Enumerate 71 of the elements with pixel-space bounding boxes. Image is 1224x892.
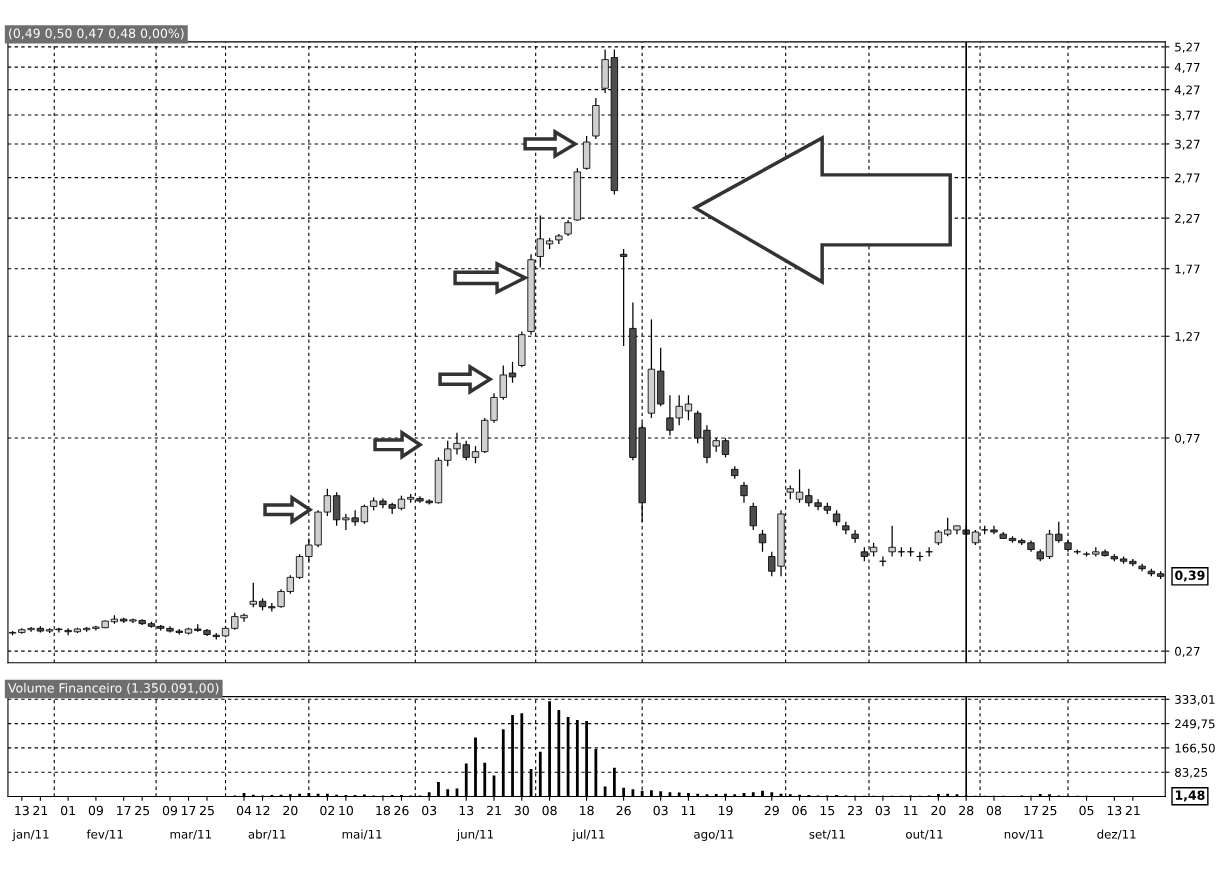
x-tick-label: 13 bbox=[1107, 805, 1122, 816]
text: 1,48 bbox=[1175, 790, 1205, 802]
y-tick-label: 0,27 bbox=[1175, 646, 1200, 657]
x-tick-label: 13 bbox=[459, 805, 474, 816]
x-tick-label: 09 bbox=[162, 805, 178, 816]
x-tick-label: 20 bbox=[283, 805, 298, 816]
x-tick-label: 03 bbox=[653, 805, 668, 816]
y-tick-label: 2,77 bbox=[1175, 173, 1200, 184]
x-tick-label: 10 bbox=[339, 805, 354, 816]
x-tick-label: 18 bbox=[376, 805, 391, 816]
x-tick-label: 25 bbox=[135, 805, 150, 816]
x-tick-label: 17 bbox=[1024, 805, 1038, 816]
x-tick-label: 20 bbox=[931, 805, 946, 816]
x-tick-label: 06 bbox=[792, 805, 807, 816]
x-tick-label: 18 bbox=[580, 805, 594, 816]
x-tick-label: 13 bbox=[15, 805, 29, 816]
text: set/11 bbox=[809, 829, 845, 840]
text: ago/11 bbox=[694, 829, 734, 841]
text: abr/11 bbox=[248, 829, 286, 840]
x-tick-label: 26 bbox=[394, 805, 409, 816]
x-tick-label: 12 bbox=[255, 805, 270, 816]
y-tick-label: 2,27 bbox=[1175, 213, 1200, 225]
x-tick-label: 02 bbox=[320, 805, 335, 816]
x-tick-label: 11 bbox=[681, 805, 696, 816]
x-tick-label: 09 bbox=[88, 805, 103, 816]
x-tick-label: 21 bbox=[33, 805, 48, 816]
x-tick-label: 03 bbox=[875, 805, 890, 816]
chart-title: Volume Financeiro (1.350.091,00) bbox=[8, 682, 219, 695]
x-tick-label: 29 bbox=[764, 805, 779, 816]
x-tick-label: 11 bbox=[904, 805, 918, 816]
text: jul/11 bbox=[572, 829, 605, 841]
x-tick-label: 08 bbox=[542, 805, 557, 816]
y-tick-label: 333,01 bbox=[1175, 695, 1215, 706]
y-tick-label: 83,25 bbox=[1175, 767, 1208, 779]
x-tick-label: 28 bbox=[959, 805, 974, 816]
y-tick-label: 3,27 bbox=[1175, 139, 1200, 150]
y-tick-label: 1,77 bbox=[1175, 264, 1200, 275]
y-tick-label: 4,77 bbox=[1174, 63, 1200, 74]
y-tick-label: 3,77 bbox=[1175, 110, 1200, 121]
y-tick-label: 4,27 bbox=[1174, 85, 1200, 96]
text: mar/11 bbox=[170, 829, 212, 840]
x-tick-label: 23 bbox=[848, 805, 863, 816]
x-tick-label: 04 bbox=[236, 805, 252, 816]
y-tick-label: 0,77 bbox=[1175, 433, 1200, 444]
x-tick-label: 05 bbox=[1079, 805, 1094, 816]
x-tick-label: 17 bbox=[181, 805, 196, 816]
text: dez/11 bbox=[1097, 829, 1136, 840]
text: out/11 bbox=[906, 829, 943, 840]
chart-title: (0,49 0,50 0,47 0,48 0,00%) bbox=[9, 28, 184, 40]
x-tick-label: 26 bbox=[616, 805, 631, 816]
y-tick-label: 1,27 bbox=[1175, 331, 1200, 343]
x-tick-label: 03 bbox=[422, 805, 437, 816]
text: 0,39 bbox=[1175, 570, 1205, 582]
x-tick-label: 01 bbox=[61, 805, 75, 816]
x-tick-label: 21 bbox=[486, 805, 501, 816]
x-tick-label: 30 bbox=[514, 805, 529, 816]
y-tick-label: 249,75 bbox=[1175, 719, 1215, 730]
text: jun/11 bbox=[456, 829, 494, 841]
y-tick-label: 5,27 bbox=[1175, 42, 1200, 53]
text: jan/11 bbox=[12, 829, 49, 841]
x-tick-label: 25 bbox=[199, 805, 214, 816]
x-tick-label: 19 bbox=[718, 805, 733, 816]
x-tick-label: 17 bbox=[117, 805, 131, 816]
x-tick-label: 15 bbox=[820, 805, 835, 816]
text: nov/11 bbox=[1004, 829, 1044, 840]
text: mai/11 bbox=[342, 829, 382, 840]
x-tick-label: 25 bbox=[1042, 805, 1057, 816]
x-tick-label: 21 bbox=[1125, 805, 1140, 816]
x-tick-label: 08 bbox=[986, 805, 1002, 816]
text: fev/11 bbox=[86, 829, 123, 840]
y-tick-label: 166,50 bbox=[1175, 743, 1215, 754]
